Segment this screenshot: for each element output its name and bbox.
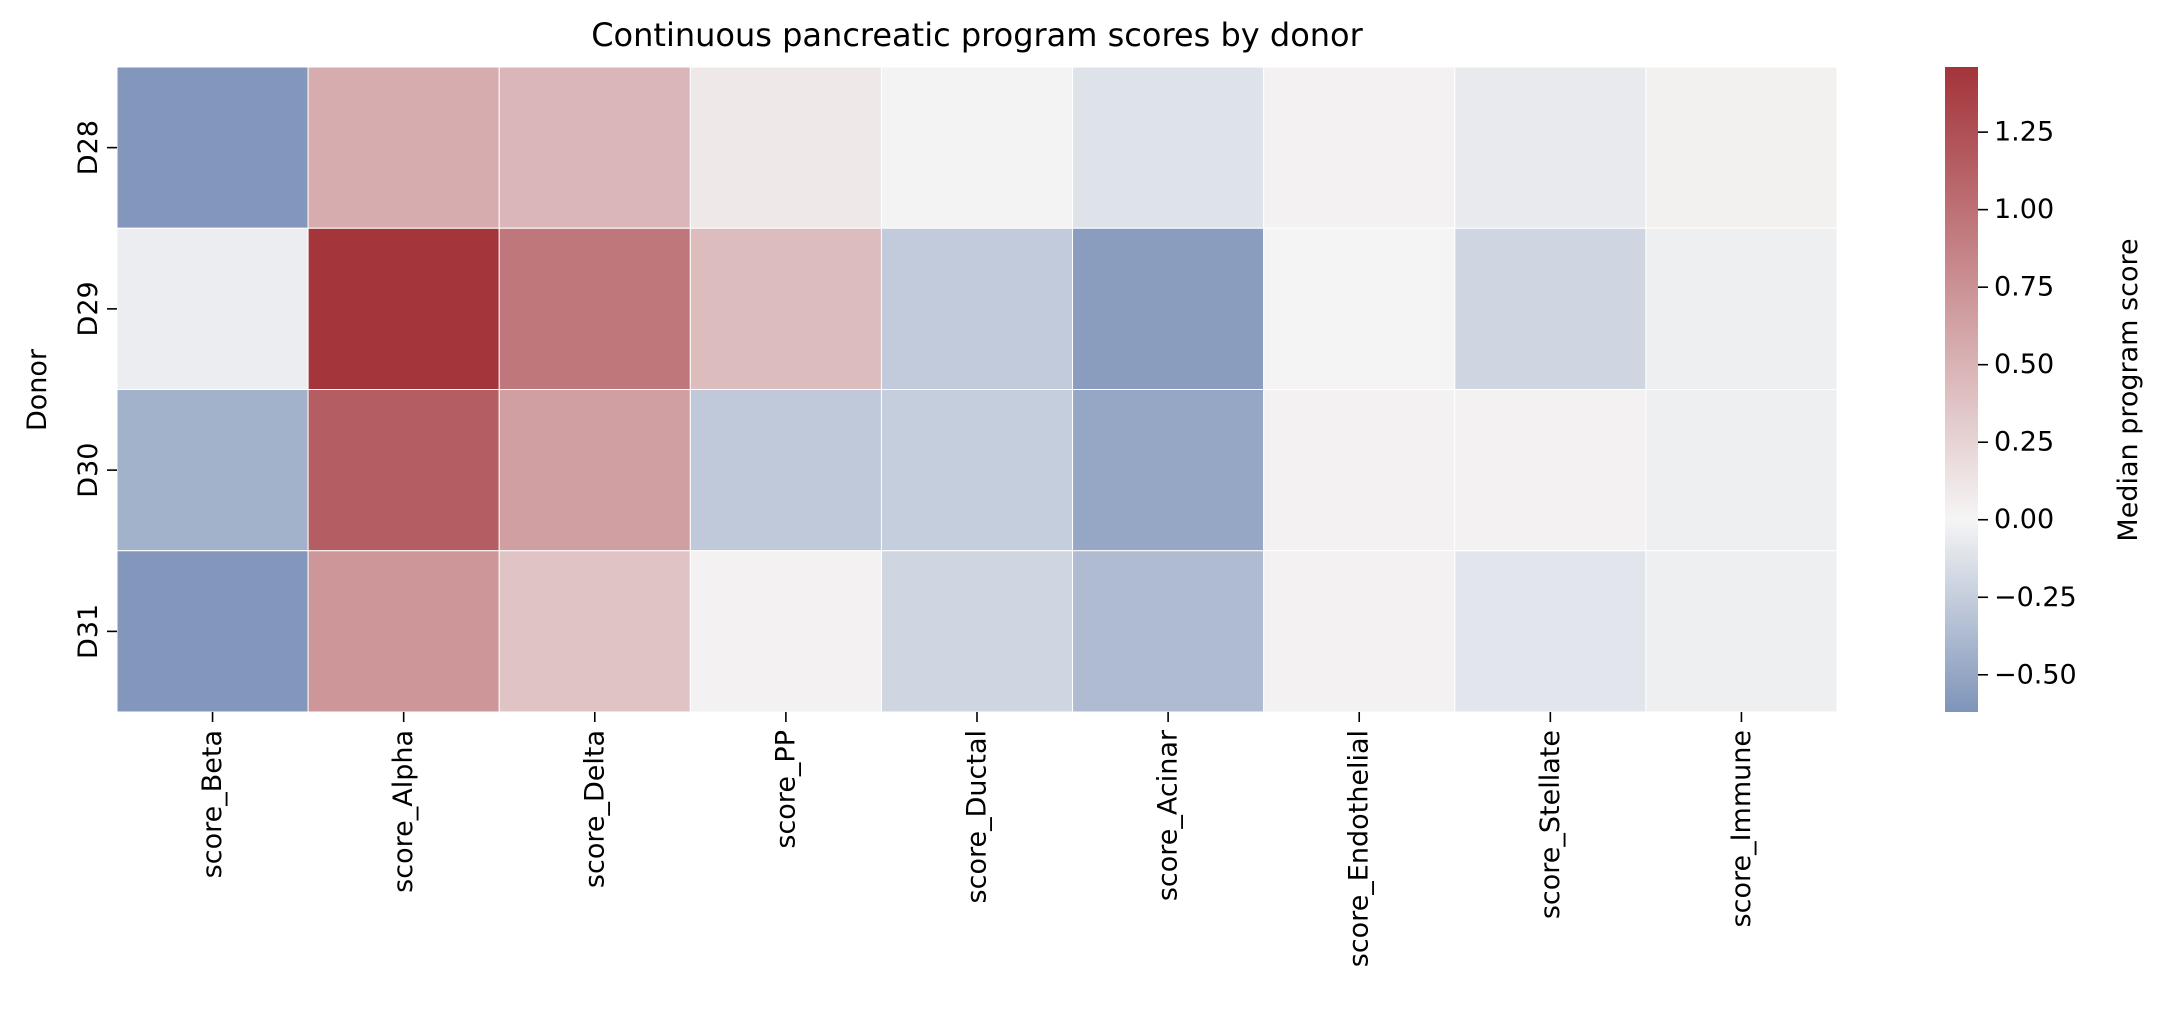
- heatmap-cell: [1263, 66, 1456, 229]
- colorbar-tick-label: −0.25: [1994, 582, 2077, 613]
- heatmap-cell: [498, 389, 691, 552]
- colorbar-tick-label: 1.00: [1994, 194, 2054, 225]
- heatmap-cell: [498, 550, 691, 713]
- heatmap-cell: [1454, 227, 1647, 390]
- y-tick-label: D30: [73, 443, 104, 498]
- heatmap-cells: [116, 66, 1838, 713]
- colorbar-tick-label: 0.25: [1994, 427, 2054, 458]
- x-tick-label: score_Acinar: [1153, 729, 1184, 901]
- y-tick-label: D28: [73, 120, 104, 175]
- x-tick-label: score_Alpha: [388, 730, 419, 893]
- heatmap-cell: [1454, 389, 1647, 552]
- heatmap-cell: [1454, 550, 1647, 713]
- x-tick-label: score_PP: [770, 730, 801, 849]
- heatmap-cell: [1072, 389, 1265, 552]
- heatmap-cell: [689, 227, 882, 390]
- heatmap-cell: [1645, 227, 1838, 390]
- x-axis-ticks: score_Beta score_Alpha score_Delta score_PP…: [197, 712, 1757, 967]
- heatmap-cell: [1072, 227, 1265, 390]
- heatmap-cell: [880, 66, 1074, 229]
- y-axis-ticks: D28 D29 D30 D31: [73, 120, 117, 659]
- colorbar-label: Median program score: [2113, 238, 2144, 541]
- heatmap-cell: [498, 227, 691, 390]
- x-tick-label: score_Stellate: [1535, 730, 1566, 919]
- heatmap-cell: [1454, 66, 1647, 229]
- colorbar-tick-label: −0.50: [1994, 659, 2077, 690]
- colorbar-tick-label: 0.50: [1994, 349, 2054, 380]
- heatmap-cell: [498, 66, 691, 229]
- x-tick-label: score_Beta: [197, 730, 228, 878]
- y-tick-label: D29: [73, 281, 104, 336]
- heatmap-cell: [880, 389, 1074, 552]
- colorbar-ticks: −0.50 −0.25 0.00 0.25 0.50 0.75 1.00 1.25: [1978, 117, 2077, 690]
- y-tick-label: D31: [73, 604, 104, 659]
- chart-title: Continuous pancreatic program scores by …: [591, 16, 1363, 54]
- heatmap-cell: [1263, 389, 1456, 552]
- heatmap-cell: [1072, 550, 1265, 713]
- heatmap-cell: [1072, 66, 1265, 229]
- x-tick-label: score_Endothelial: [1344, 730, 1375, 967]
- heatmap-cell: [307, 66, 500, 229]
- colorbar-tick-label: 0.75: [1994, 272, 2054, 303]
- heatmap-cell: [307, 550, 500, 713]
- heatmap-cell: [116, 389, 309, 552]
- heatmap-cell: [1645, 389, 1838, 552]
- x-tick-label: score_Immune: [1726, 730, 1757, 927]
- heatmap-cell: [307, 389, 500, 552]
- x-tick-label: score_Delta: [579, 730, 610, 888]
- heatmap-cell: [880, 550, 1074, 713]
- heatmap-cell: [689, 550, 882, 713]
- heatmap-cell: [1645, 550, 1838, 713]
- heatmap-cell: [116, 227, 309, 390]
- colorbar-tick-label: 0.00: [1994, 504, 2054, 535]
- heatmap-cell: [689, 389, 882, 552]
- y-axis-label: Donor: [22, 348, 53, 431]
- colorbar: [1945, 67, 1978, 712]
- colorbar-tick-label: 1.25: [1994, 117, 2054, 148]
- heatmap-cell: [307, 227, 500, 390]
- heatmap-cell: [689, 66, 882, 229]
- heatmap-cell: [1263, 550, 1456, 713]
- heatmap-cell: [1645, 66, 1838, 229]
- heatmap-cell: [880, 227, 1074, 390]
- x-tick-label: score_Ductal: [962, 730, 993, 903]
- heatmap-cell: [116, 550, 309, 713]
- heatmap-cell: [1263, 227, 1456, 390]
- heatmap-cell: [116, 66, 309, 229]
